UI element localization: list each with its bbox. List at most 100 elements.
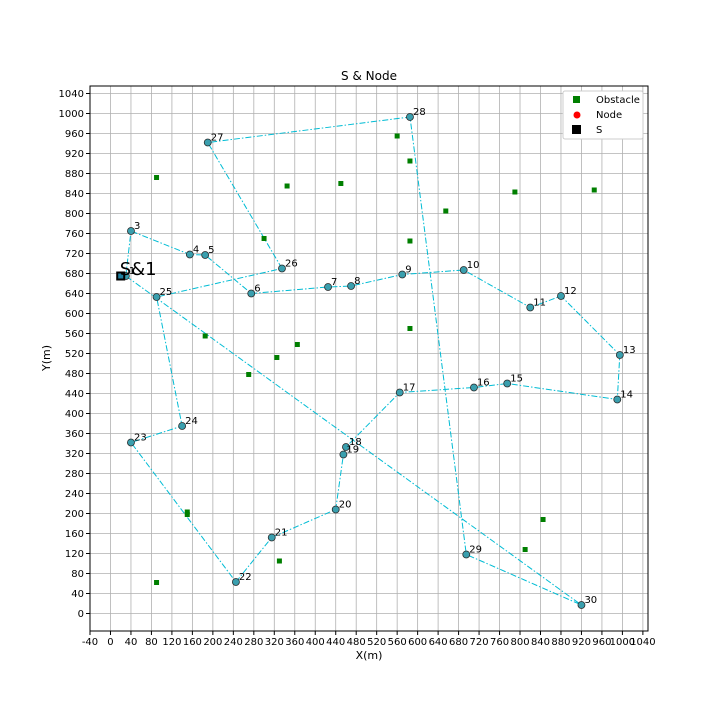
y-tick-label: 200 [65,509,84,520]
legend-s-label: S [596,125,602,136]
x-tick-label: 800 [510,637,529,648]
y-tick-label: 720 [65,249,84,260]
node-label: 25 [160,287,173,298]
x-tick-label: 240 [224,637,243,648]
node-marker [470,383,478,392]
x-tick-label: 920 [572,637,591,648]
y-tick-label: 120 [65,549,84,560]
x-tick-label: 760 [490,637,509,648]
node-label: 11 [533,298,546,309]
node-label: 23 [134,433,147,444]
y-tick-label: 240 [65,489,84,500]
node-marker [347,282,355,290]
obstacle-marker [154,580,160,585]
legend-node-label: Node [596,110,622,121]
y-tick-label: 280 [65,469,84,480]
node-marker [247,289,256,298]
node-marker [557,292,565,300]
node-label: 8 [354,276,360,287]
node-marker [395,388,404,397]
node-marker [267,533,276,542]
plot-frame [89,85,649,632]
y-tick-label: 40 [71,589,84,600]
x-tick-label: 480 [347,637,366,648]
node-marker [342,443,350,451]
y-axis-label: Y(m) [40,345,53,372]
y-tick-label: 160 [65,529,84,540]
y-tick-label: 960 [65,129,84,140]
node-label: 13 [623,345,636,356]
y-tick-label: 1000 [59,109,84,120]
x-tick-label: 960 [592,637,611,648]
x-tick-label: 560 [388,637,407,648]
chart-title: S & Node [341,69,397,83]
obstacle-marker [276,558,282,564]
start-marker-group: S&1 [116,259,157,281]
node-label: 3 [134,221,140,232]
node-marker [152,293,161,301]
legend-s-marker [572,125,581,134]
x-tick-label: 0 [107,637,113,648]
node-label: 22 [239,572,252,583]
x-tick-label: -40 [82,637,98,648]
node-marker [459,266,468,274]
node-marker [185,250,194,259]
node-label: 28 [413,107,426,118]
y-tick-label: 80 [71,569,84,580]
node-marker [127,438,135,447]
y-tick-label: 440 [65,389,84,400]
obstacle-marker [294,342,300,347]
obstacle-marker [274,355,280,360]
node-marker [127,227,135,235]
y-tick-label: 800 [65,209,84,220]
node-marker [615,351,624,359]
y-tick-label: 480 [65,369,84,380]
obstacle-marker [154,175,160,180]
node-marker [201,251,210,259]
obstacle-marker [540,517,546,522]
obstacle-marker [522,547,528,552]
x-tick-label: 400 [306,637,325,648]
obstacle-marker [394,133,400,139]
grid [89,86,648,631]
x-axis-label: X(m) [356,649,383,662]
node-label: 12 [564,286,577,297]
node-marker [406,113,414,121]
node-marker [203,138,212,147]
y-tick-label: 680 [65,269,84,280]
node-marker [331,505,340,514]
y-tick-label: 880 [65,169,84,180]
node-label: 30 [584,595,597,606]
y-tick-label: 520 [65,349,84,360]
node-label: 17 [403,383,416,394]
node-marker [613,395,622,404]
node-marker [231,578,240,586]
y-tick-label: 1040 [59,89,84,100]
y-tick-label: 400 [65,409,84,420]
route-line [125,116,621,606]
y-tick-label: 840 [65,189,84,200]
y-tick-label: 760 [65,229,84,240]
x-tick-label: 160 [183,637,202,648]
x-tick-label: 840 [531,637,550,648]
x-tick-label: 200 [203,637,222,648]
legend-obstacle-marker [573,96,580,103]
y-tick-label: 640 [65,289,84,300]
node-label: 16 [477,378,490,389]
node-marker [339,450,348,459]
node-label: 5 [208,245,214,256]
node-marker [278,264,286,273]
x-tick-label: 280 [244,637,263,648]
x-tick-label: 1040 [630,637,655,648]
y-tick-label: 0 [78,609,84,620]
start-label: S&1 [120,259,157,280]
obstacle-marker [202,333,208,339]
x-tick-label: 80 [145,637,158,648]
y-tick-label: 920 [65,149,84,160]
x-tick-label: 600 [408,637,427,648]
legend-obstacle-label: Obstacle [596,95,640,106]
x-tick-label: 880 [551,637,570,648]
node-label: 19 [346,445,359,456]
